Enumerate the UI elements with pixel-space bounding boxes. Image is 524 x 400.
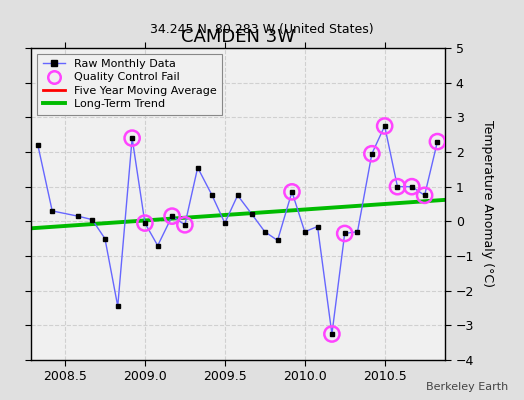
Point	[288, 189, 296, 195]
Point	[433, 138, 442, 145]
Point	[168, 213, 176, 219]
Point	[328, 331, 336, 337]
Point	[341, 230, 349, 237]
Title: CAMDEN 3W: CAMDEN 3W	[181, 28, 296, 46]
Legend: Raw Monthly Data, Quality Control Fail, Five Year Moving Average, Long-Term Tren: Raw Monthly Data, Quality Control Fail, …	[37, 54, 222, 115]
Point	[408, 184, 416, 190]
Text: Berkeley Earth: Berkeley Earth	[426, 382, 508, 392]
Y-axis label: Temperature Anomaly (°C): Temperature Anomaly (°C)	[481, 120, 494, 288]
Point	[128, 135, 136, 141]
Point	[368, 150, 376, 157]
Point	[181, 222, 189, 228]
Point	[141, 220, 149, 226]
Point	[420, 192, 429, 198]
Point	[380, 123, 389, 129]
Text: 34.245 N, 80.283 W (United States): 34.245 N, 80.283 W (United States)	[150, 24, 374, 36]
Point	[393, 184, 401, 190]
